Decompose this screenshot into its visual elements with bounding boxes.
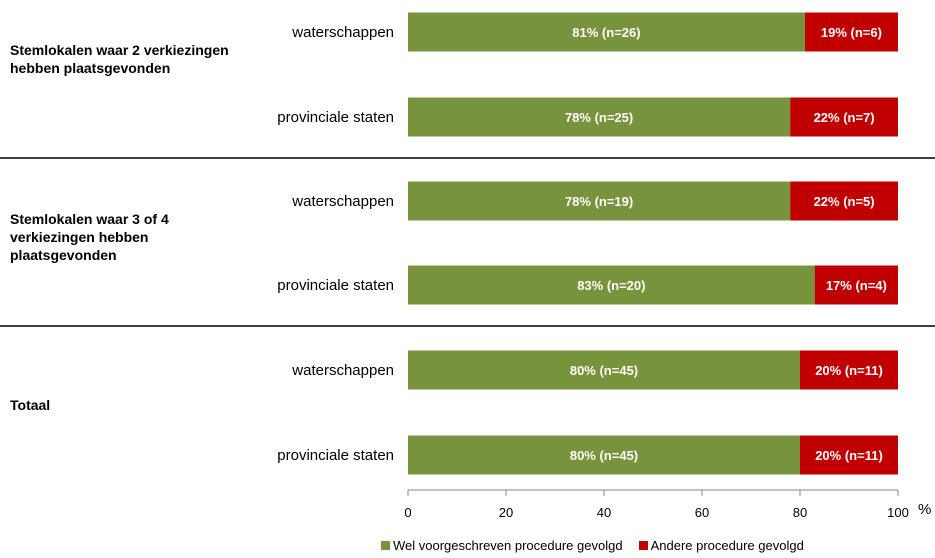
data-label: 78% (n=19) <box>565 194 633 209</box>
legend-swatch-wel <box>381 541 390 550</box>
category-label: provinciale staten <box>277 109 394 126</box>
bar-segment <box>408 435 800 475</box>
data-label: 78% (n=25) <box>565 110 633 125</box>
bar-segment <box>804 12 898 52</box>
legend-label-andere: Andere procedure gevolgd <box>650 538 804 553</box>
x-tick-label: 80 <box>793 505 807 520</box>
data-label: 81% (n=26) <box>572 25 640 40</box>
data-label: 80% (n=45) <box>570 363 638 378</box>
category-label: waterschappen <box>291 24 394 41</box>
data-label: 80% (n=45) <box>570 448 638 463</box>
legend: Wel voorgeschreven procedure gevolgd And… <box>381 538 804 553</box>
x-tick-label: 60 <box>695 505 709 520</box>
x-tick-label: 0 <box>404 505 411 520</box>
bar-segment <box>408 350 800 390</box>
legend-item-andere: Andere procedure gevolgd <box>638 538 804 553</box>
data-label: 20% (n=11) <box>815 363 883 378</box>
bar-segment <box>408 97 791 137</box>
category-label: provinciale staten <box>277 447 394 464</box>
legend-label-wel: Wel voorgeschreven procedure gevolgd <box>393 538 623 553</box>
bar-segment <box>800 350 898 390</box>
bar-segment <box>790 181 898 221</box>
bar-segment <box>408 181 791 221</box>
data-label: 22% (n=5) <box>814 194 875 209</box>
bar-segment <box>814 265 898 305</box>
legend-item-wel: Wel voorgeschreven procedure gevolgd <box>381 538 623 553</box>
data-label: 19% (n=6) <box>821 25 882 40</box>
x-tick-label: 40 <box>597 505 611 520</box>
data-label: 17% (n=4) <box>826 278 887 293</box>
bar-segment <box>408 265 815 305</box>
bar-segment <box>790 97 898 137</box>
x-tick-label: 100 <box>887 505 909 520</box>
group-label: Stemlokalen waar 2 verkiezingen hebben p… <box>10 42 229 76</box>
group-label: Stemlokalen waar 3 of 4 verkiezingen heb… <box>10 211 169 263</box>
bar-segment <box>408 12 805 52</box>
legend-swatch-andere <box>638 541 648 550</box>
category-label: waterschappen <box>291 193 394 210</box>
category-label: waterschappen <box>291 362 394 379</box>
data-label: 22% (n=7) <box>814 110 875 125</box>
x-axis-unit: % <box>918 501 931 518</box>
data-label: 20% (n=11) <box>815 448 883 463</box>
category-label: provinciale staten <box>277 277 394 294</box>
bar-segment <box>800 435 898 475</box>
x-tick-label: 20 <box>499 505 513 520</box>
group-label: Totaal <box>10 397 51 413</box>
data-label: 83% (n=20) <box>577 278 645 293</box>
